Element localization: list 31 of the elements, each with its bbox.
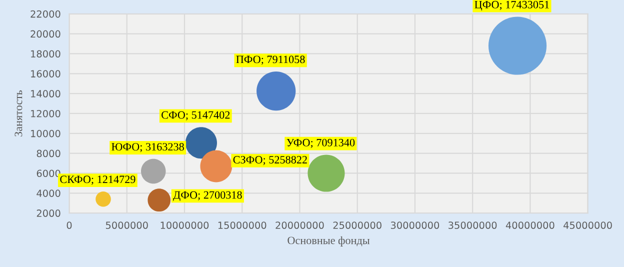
data-label: ДФО; 2700318 — [173, 191, 242, 201]
data-label: СКФО; 1214729 — [60, 176, 136, 185]
x-axis-title: Основные фонды — [288, 236, 370, 246]
y-tick-label: 2000 — [36, 210, 60, 217]
x-tick-label: 20000000 — [276, 222, 324, 229]
data-label: СФО; 5147402 — [162, 111, 230, 120]
y-tick-label: 8000 — [36, 150, 60, 158]
data-label: СЗФО; 5258822 — [233, 156, 307, 166]
x-tick-label: 0 — [66, 222, 72, 229]
y-tick-label: 18000 — [31, 50, 60, 58]
x-tick-label: 45000000 — [564, 222, 612, 229]
data-label: ЮФО; 3163238 — [112, 143, 184, 152]
x-tick-label: 10000000 — [160, 222, 209, 229]
x-tick-label: 5000000 — [106, 222, 148, 229]
y-axis-title: Занятость — [14, 90, 22, 136]
y-tick-label: 20000 — [30, 30, 60, 38]
y-tick-label: 12000 — [31, 110, 60, 118]
x-tick-label: 30000000 — [390, 222, 440, 229]
y-tick-label: 4000 — [36, 190, 60, 197]
y-tick-label: 10000 — [31, 130, 60, 138]
y-tick-label: 14000 — [31, 90, 60, 98]
x-tick-label: 25000000 — [333, 222, 382, 229]
data-label: ПФО; 7911058 — [236, 56, 305, 65]
x-tick-label: 40000000 — [506, 222, 554, 229]
y-tick-label: 16000 — [31, 70, 60, 78]
data-label: УФО; 7091340 — [286, 138, 355, 148]
y-tick-label: 6000 — [36, 170, 60, 178]
x-tick-label: 15000000 — [218, 222, 266, 229]
y-tick-label: 22000 — [30, 10, 60, 18]
x-tick-label: 35000000 — [448, 222, 497, 229]
data-label: ЦФО; 17433051 — [474, 0, 549, 11]
